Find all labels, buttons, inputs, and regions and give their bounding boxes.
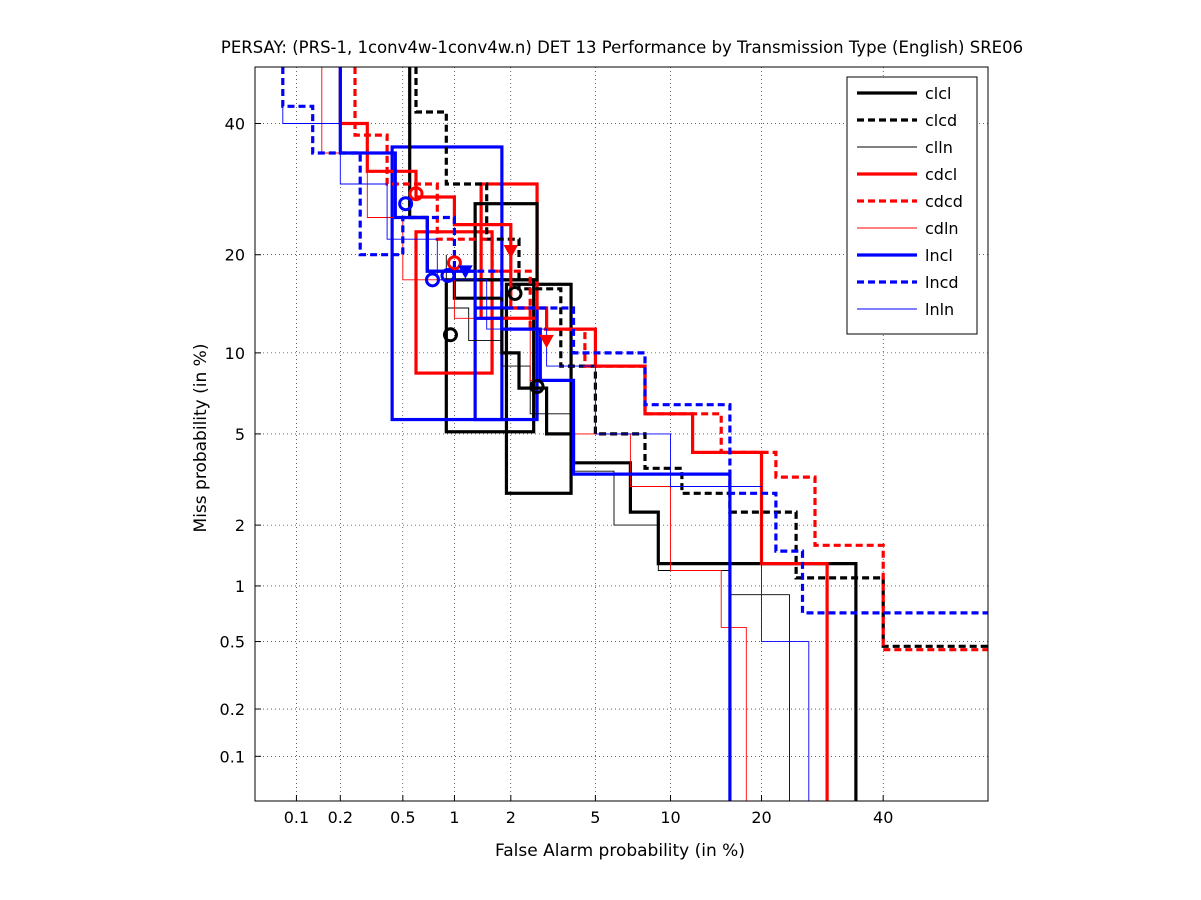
x-axis-ticks: 0.1 0.2 0.5 1 2 5 10 20 40 xyxy=(284,795,893,827)
legend-label-cdln: cdln xyxy=(925,219,959,238)
marker-circle-lncl xyxy=(398,196,414,212)
marker-circle-clcl xyxy=(529,379,545,395)
legend-label-lnln: lnln xyxy=(925,300,954,319)
x-tick-label: 1 xyxy=(449,808,459,827)
y-axis-ticks: 0.1 0.2 0.5 1 2 5 10 20 40 xyxy=(220,115,261,766)
x-tick-label: 20 xyxy=(751,808,771,827)
confidence-box-lncl xyxy=(473,306,539,422)
confidence-box-clcl xyxy=(504,282,573,495)
legend-label-cdcl: cdcl xyxy=(925,165,957,184)
markers-group xyxy=(398,186,554,395)
series-line-clcd xyxy=(414,67,988,648)
legend-label-lncd: lncd xyxy=(925,273,959,292)
x-tick-label: 2 xyxy=(506,808,516,827)
legend-label-lncl: lncl xyxy=(925,246,953,265)
marker-triangle-lncd xyxy=(458,265,473,279)
x-tick-label: 10 xyxy=(660,808,680,827)
series-line-lnln xyxy=(282,106,810,801)
marker-circle-clcl xyxy=(442,327,458,343)
legend-label-cdcd: cdcd xyxy=(925,192,963,211)
series-line-cdcl xyxy=(338,67,829,801)
marker-circle-lncl xyxy=(440,267,456,283)
series-group xyxy=(281,67,988,801)
marker-circle-cdcl xyxy=(408,186,424,202)
y-tick-label: 20 xyxy=(225,246,245,265)
y-tick-label: 0.1 xyxy=(220,747,245,766)
confidence-box-clcd xyxy=(473,202,539,282)
marker-circle-clcl xyxy=(507,285,523,301)
x-tick-label: 5 xyxy=(590,808,600,827)
x-tick-label: 0.5 xyxy=(390,808,415,827)
marker-triangle-cdcd xyxy=(503,245,519,259)
marker-triangle-cdcl xyxy=(539,334,554,349)
y-tick-label: 0.5 xyxy=(220,633,245,652)
series-line-lncl xyxy=(338,67,732,801)
legend-label-clcd: clcd xyxy=(925,111,957,130)
y-tick-label: 5 xyxy=(235,425,245,444)
x-tick-label: 40 xyxy=(873,808,893,827)
marker-circle-cdcl xyxy=(446,255,462,271)
x-tick-label: 0.2 xyxy=(328,808,353,827)
y-axis-label: Miss probability (in %) xyxy=(191,344,211,533)
legend: clcl clcd clln cdcl cdcd cdln lncl lncd lnln xyxy=(846,76,978,335)
y-tick-label: 2 xyxy=(235,516,245,535)
marker-circle-lncl xyxy=(424,272,440,288)
chart-title: PERSAY: (PRS-1, 1conv4w-1conv4w.n) DET 1… xyxy=(221,38,1023,57)
y-tick-label: 0.2 xyxy=(220,700,245,719)
y-tick-label: 10 xyxy=(225,344,245,363)
legend-label-clln: clln xyxy=(925,138,953,157)
series-line-clln xyxy=(445,254,790,801)
legend-label-clcl: clcl xyxy=(925,84,951,103)
y-tick-label: 40 xyxy=(225,115,245,134)
y-tick-label: 1 xyxy=(235,577,245,596)
x-axis-label: False Alarm probability (in %) xyxy=(495,841,745,861)
x-tick-label: 0.1 xyxy=(284,808,309,827)
series-line-lncd xyxy=(281,67,988,615)
series-line-cdln xyxy=(321,67,747,801)
